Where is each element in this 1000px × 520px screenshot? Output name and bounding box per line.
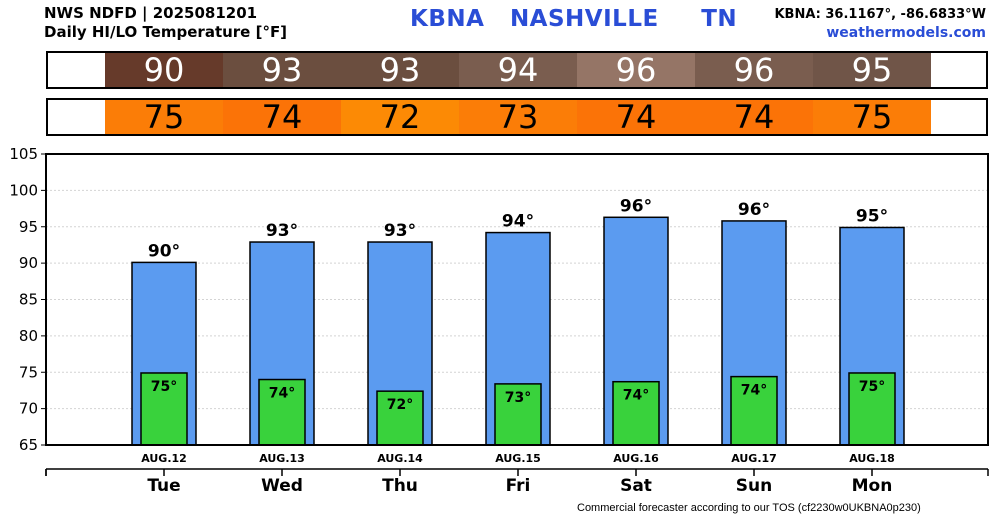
chart-header-right: KBNA: 36.1167°, -86.6833°W weathermodels… bbox=[774, 6, 986, 42]
high-temp-label: 90° bbox=[148, 241, 180, 261]
low-temp-cell-0: 75 bbox=[105, 100, 223, 134]
chart-title: Daily HI/LO Temperature [°F] bbox=[44, 23, 288, 41]
day-label: Tue bbox=[147, 476, 180, 496]
low-temp-cell-1: 74 bbox=[223, 100, 341, 134]
low-temp-cell-4: 74 bbox=[577, 100, 695, 134]
station-name: NASHVILLE bbox=[509, 6, 659, 32]
date-label: AUG.15 bbox=[495, 452, 541, 465]
low-temp-label: 74° bbox=[623, 388, 649, 404]
day-label: Thu bbox=[382, 476, 418, 496]
low-temp-cell-2: 72 bbox=[341, 100, 459, 134]
y-tick-label: 65 bbox=[19, 436, 38, 454]
low-temp-bar bbox=[730, 375, 778, 446]
date-label: AUG.16 bbox=[613, 452, 659, 465]
high-temp-cell-6: 95 bbox=[813, 53, 931, 87]
date-label: AUG.18 bbox=[849, 452, 895, 465]
low-temp-label: 74° bbox=[269, 386, 295, 402]
site-link[interactable]: weathermodels.com bbox=[826, 25, 986, 41]
high-temp-cell-0: 90 bbox=[105, 53, 223, 87]
date-label: AUG.13 bbox=[259, 452, 305, 465]
high-temp-cell-5: 96 bbox=[695, 53, 813, 87]
plot-frame bbox=[45, 153, 989, 446]
high-temp-cell-3: 94 bbox=[459, 53, 577, 87]
y-tick-label: 70 bbox=[19, 400, 38, 418]
y-tick-label: 100 bbox=[9, 181, 38, 199]
y-tick-label: 80 bbox=[19, 327, 38, 345]
low-temp-bar bbox=[376, 390, 424, 446]
low-temp-bar bbox=[140, 372, 188, 446]
high-temp-label: 94° bbox=[502, 212, 534, 232]
day-label: Wed bbox=[261, 476, 303, 496]
temperature-bar-chart: 65 70 75 80 85 90 95 100 105 90° 75° AUG.12 Tue 93° 74… bbox=[9, 145, 989, 496]
low-temp-label: 75° bbox=[859, 379, 885, 395]
low-temp-strip: 75 74 72 73 74 74 75 bbox=[46, 98, 988, 136]
station-title: KBNA NASHVILLE TN bbox=[410, 6, 737, 32]
y-tick-label: 85 bbox=[19, 291, 38, 309]
date-label: AUG.14 bbox=[377, 452, 423, 465]
y-tick-label: 90 bbox=[19, 254, 38, 272]
high-temp-label: 93° bbox=[384, 221, 416, 241]
low-temp-label: 74° bbox=[741, 383, 767, 399]
low-temp-bar bbox=[258, 378, 306, 446]
low-temp-label: 75° bbox=[151, 379, 177, 395]
date-label: AUG.17 bbox=[731, 452, 777, 465]
low-temp-cell-3: 73 bbox=[459, 100, 577, 134]
station-coordinates: KBNA: 36.1167°, -86.6833°W bbox=[774, 7, 986, 22]
low-temp-cell-5: 74 bbox=[695, 100, 813, 134]
day-label: Mon bbox=[852, 476, 893, 496]
low-temp-label: 72° bbox=[387, 397, 413, 413]
y-tick-label: 75 bbox=[19, 363, 38, 381]
high-temp-label: 93° bbox=[266, 221, 298, 241]
day-label: Sun bbox=[736, 476, 772, 496]
high-temp-cell-4: 96 bbox=[577, 53, 695, 87]
low-temp-cell-6: 75 bbox=[813, 100, 931, 134]
high-temp-cell-2: 93 bbox=[341, 53, 459, 87]
station-state: TN bbox=[701, 6, 738, 32]
high-temp-cell-1: 93 bbox=[223, 53, 341, 87]
low-temp-bar bbox=[494, 383, 542, 446]
date-label: AUG.12 bbox=[141, 452, 187, 465]
station-id: KBNA bbox=[410, 6, 485, 32]
y-tick-label: 95 bbox=[19, 218, 38, 236]
day-label: Sat bbox=[620, 476, 652, 496]
y-tick-label: 105 bbox=[9, 145, 38, 163]
high-temp-label: 96° bbox=[738, 200, 770, 220]
high-temp-label: 96° bbox=[620, 196, 652, 216]
high-temp-label: 95° bbox=[856, 206, 888, 226]
chart-header-left: NWS NDFD | 2025081201 Daily HI/LO Temper… bbox=[44, 4, 287, 42]
product-line: NWS NDFD | 2025081201 bbox=[44, 4, 258, 22]
footer-note: Commercial forecaster according to our T… bbox=[577, 502, 921, 514]
high-temp-strip: 90 93 93 94 96 96 95 bbox=[46, 51, 988, 89]
day-label: Fri bbox=[506, 476, 531, 496]
low-temp-bar bbox=[848, 372, 896, 446]
low-temp-label: 73° bbox=[505, 390, 531, 406]
